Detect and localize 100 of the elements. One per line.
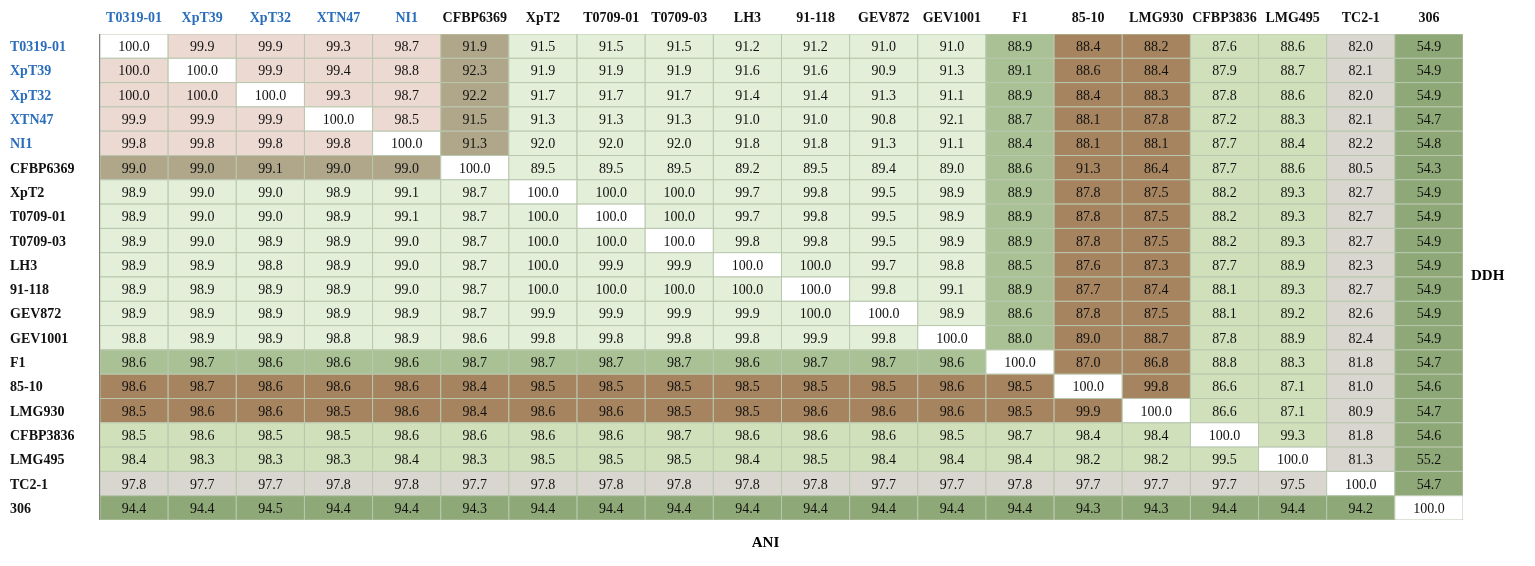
data-label: 99.0 [258, 209, 283, 225]
data-label: 87.3 [1144, 257, 1169, 273]
data-label: 91.0 [803, 112, 828, 128]
x-tick-label: NI1 [395, 10, 418, 25]
data-label: 87.8 [1212, 330, 1237, 346]
data-label: 88.5 [1007, 257, 1033, 273]
data-label: 98.2 [1075, 452, 1101, 468]
data-label: 97.7 [1144, 476, 1169, 492]
data-label: 98.3 [189, 452, 215, 468]
data-label: 98.9 [189, 306, 215, 322]
data-label: 91.7 [530, 87, 556, 103]
data-label: 98.7 [462, 209, 488, 225]
data-label: 98.5 [667, 452, 692, 468]
data-label: 87.6 [1075, 257, 1101, 273]
data-label: 99.8 [735, 233, 760, 249]
data-label: 91.0 [871, 39, 896, 55]
data-label: 99.8 [189, 136, 215, 152]
data-label: 98.5 [871, 379, 896, 395]
data-label: 98.9 [326, 209, 351, 225]
y-tick-label: CFBP6369 [10, 160, 75, 176]
data-label: 91.5 [667, 39, 692, 55]
data-label: 82.1 [1348, 63, 1374, 79]
data-label: 98.9 [939, 233, 965, 249]
data-label: 94.4 [394, 500, 419, 516]
data-label: 88.6 [1280, 160, 1305, 176]
data-label: 100.0 [118, 87, 150, 103]
data-label: 91.3 [871, 87, 896, 103]
data-label: 91.7 [667, 87, 692, 103]
data-label: 88.9 [1007, 184, 1033, 200]
data-label: 89.3 [1280, 282, 1305, 298]
data-label: 97.7 [462, 476, 488, 492]
data-label: 98.9 [121, 257, 147, 273]
data-label: 98.7 [803, 355, 828, 371]
data-label: 54.9 [1416, 209, 1442, 225]
data-label: 99.9 [667, 257, 692, 273]
data-label: 91.7 [598, 87, 624, 103]
data-label: 98.7 [530, 355, 556, 371]
data-label: 97.8 [530, 476, 556, 492]
data-label: 88.6 [1007, 306, 1033, 322]
data-label: 98.6 [394, 403, 419, 419]
data-label: 98.9 [258, 233, 283, 249]
y-tick-label: 306 [10, 500, 31, 516]
data-label: 99.8 [803, 233, 828, 249]
data-label: 99.8 [530, 330, 556, 346]
data-label: 92.1 [939, 112, 965, 128]
data-label: 100.0 [731, 257, 764, 273]
data-label: 99.0 [258, 184, 283, 200]
data-label: 88.2 [1212, 209, 1237, 225]
data-label: 100.0 [118, 39, 150, 55]
data-label: 54.9 [1416, 63, 1442, 79]
x-tick-label: CFBP3836 [1192, 10, 1257, 25]
data-label: 100.0 [186, 87, 218, 103]
data-label: 100.0 [527, 257, 559, 273]
data-label: 98.9 [258, 282, 283, 298]
data-label: 100.0 [527, 233, 559, 249]
data-label: 89.5 [530, 160, 556, 176]
data-label: 88.4 [1075, 87, 1101, 103]
data-label: 88.6 [1280, 39, 1305, 55]
data-label: 98.7 [667, 427, 692, 443]
data-label: 97.7 [871, 476, 896, 492]
data-label: 89.5 [598, 160, 624, 176]
x-tick-label: XpT39 [181, 10, 223, 25]
data-label: 86.6 [1212, 379, 1237, 395]
data-label: 92.2 [462, 87, 488, 103]
data-label: 91.5 [462, 112, 488, 128]
data-label: 99.3 [1280, 427, 1305, 443]
x-tick-label: 306 [1418, 10, 1440, 25]
data-label: 98.4 [1144, 427, 1169, 443]
data-label: 88.6 [1280, 87, 1305, 103]
data-label: 100.0 [254, 87, 287, 103]
y-tick-label: LMG495 [10, 452, 65, 468]
data-label: 98.8 [121, 330, 147, 346]
data-label: 89.5 [667, 160, 692, 176]
data-label: 89.1 [1007, 63, 1033, 79]
data-label: 97.5 [1280, 476, 1305, 492]
x-tick-label: XTN47 [316, 10, 361, 25]
data-label: 98.9 [121, 282, 147, 298]
data-label: 87.7 [1212, 257, 1237, 273]
data-label: 98.6 [394, 355, 419, 371]
data-label: 98.5 [530, 452, 556, 468]
data-label: 99.9 [258, 63, 283, 79]
data-label: 100.0 [595, 184, 627, 200]
data-label: 97.8 [803, 476, 828, 492]
data-label: 91.9 [530, 63, 556, 79]
data-label: 87.2 [1212, 112, 1237, 128]
data-label: 98.9 [121, 306, 147, 322]
x-tick-label: CFBP6369 [442, 10, 508, 25]
y-tick-label: XTN47 [10, 112, 54, 128]
data-label: 99.0 [394, 257, 419, 273]
data-label: 98.5 [1007, 379, 1033, 395]
data-label: 98.7 [462, 306, 488, 322]
data-label: 99.8 [803, 209, 828, 225]
data-label: 54.9 [1416, 87, 1442, 103]
data-label: 94.4 [735, 500, 760, 516]
data-label: 98.6 [462, 330, 488, 346]
data-label: 82.2 [1348, 136, 1374, 152]
data-label: 98.9 [121, 233, 147, 249]
data-label: 88.4 [1007, 136, 1033, 152]
data-label: 98.6 [530, 403, 556, 419]
data-label: 100.0 [527, 184, 559, 200]
